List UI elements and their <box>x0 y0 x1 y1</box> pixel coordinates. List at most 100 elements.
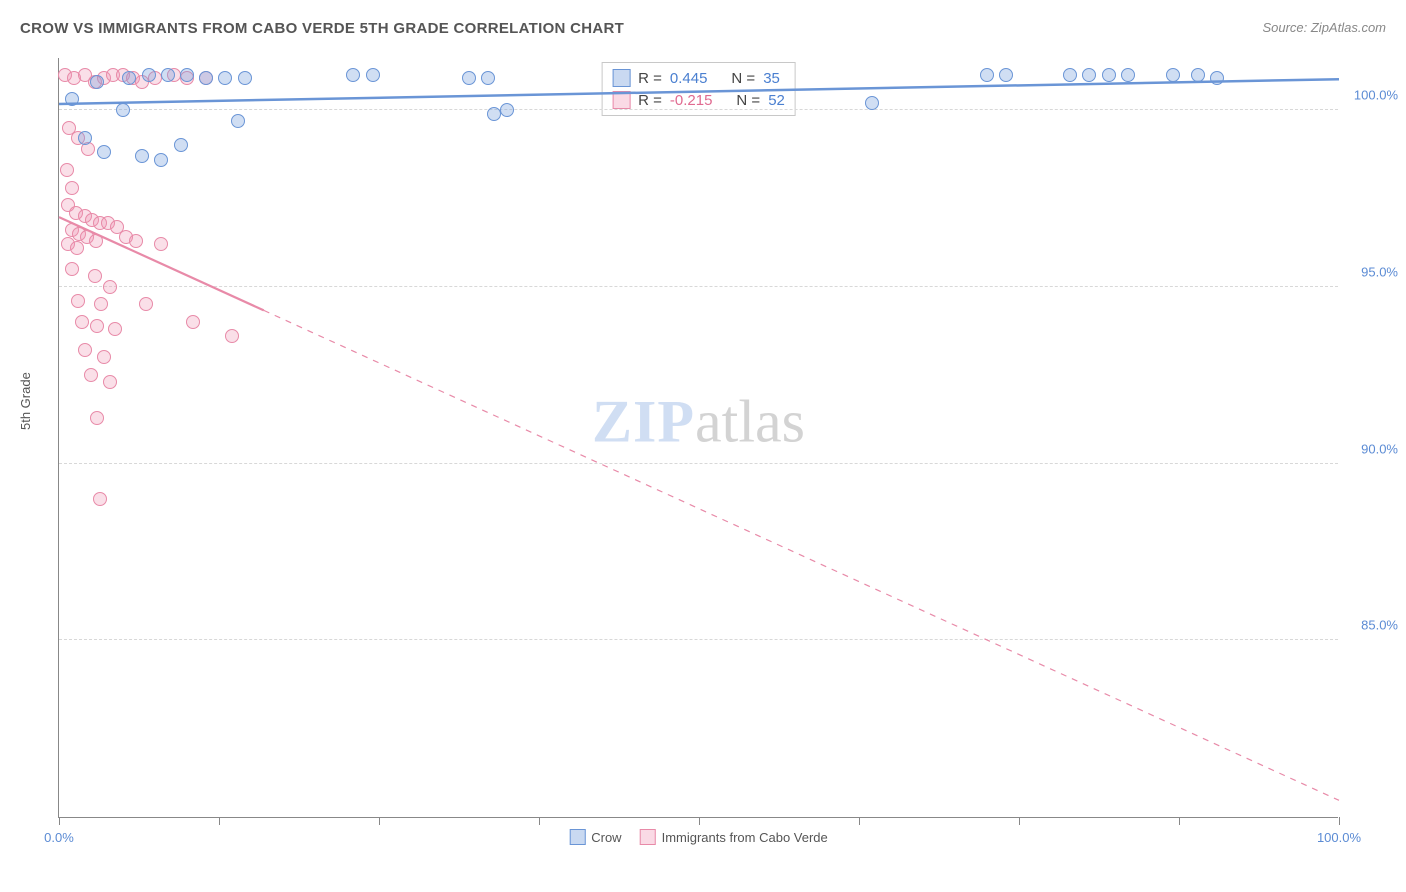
y-tick-label: 85.0% <box>1361 618 1398 633</box>
data-point-crow <box>180 68 194 82</box>
swatch-cabo-icon <box>612 91 630 109</box>
y-axis-label: 5th Grade <box>18 372 33 430</box>
data-point-cabo <box>90 411 104 425</box>
data-point-crow <box>116 103 130 117</box>
data-point-cabo <box>65 181 79 195</box>
n-value-crow: 35 <box>763 70 780 87</box>
data-point-cabo <box>60 163 74 177</box>
x-tick <box>539 817 540 825</box>
data-point-crow <box>231 114 245 128</box>
source-attribution: Source: ZipAtlas.com <box>1262 20 1386 35</box>
data-point-crow <box>122 71 136 85</box>
x-tick <box>699 817 700 825</box>
gridline <box>59 109 1338 110</box>
data-point-crow <box>346 68 360 82</box>
data-point-crow <box>174 138 188 152</box>
r-value-cabo: -0.215 <box>670 92 713 109</box>
data-point-crow <box>1166 68 1180 82</box>
chart-title: CROW VS IMMIGRANTS FROM CABO VERDE 5TH G… <box>20 20 1386 37</box>
data-point-cabo <box>71 294 85 308</box>
data-point-crow <box>1191 68 1205 82</box>
n-label: N = <box>731 70 755 87</box>
data-point-crow <box>487 107 501 121</box>
data-point-crow <box>500 103 514 117</box>
data-point-cabo <box>225 329 239 343</box>
data-point-crow <box>238 71 252 85</box>
data-point-cabo <box>108 322 122 336</box>
chart-legend: Crow Immigrants from Cabo Verde <box>569 829 828 845</box>
data-point-crow <box>1121 68 1135 82</box>
data-point-crow <box>1063 68 1077 82</box>
data-point-crow <box>78 131 92 145</box>
trend-line <box>59 58 1339 818</box>
x-tick <box>219 817 220 825</box>
legend-swatch-cabo-icon <box>640 829 656 845</box>
data-point-crow <box>462 71 476 85</box>
data-point-crow <box>135 149 149 163</box>
gridline <box>59 286 1338 287</box>
n-label: N = <box>736 92 760 109</box>
data-point-cabo <box>103 280 117 294</box>
data-point-cabo <box>103 375 117 389</box>
x-tick-label: 0.0% <box>44 830 74 845</box>
data-point-crow <box>218 71 232 85</box>
data-point-crow <box>1210 71 1224 85</box>
data-point-cabo <box>84 368 98 382</box>
data-point-crow <box>90 75 104 89</box>
data-point-cabo <box>78 343 92 357</box>
r-value-crow: 0.445 <box>670 70 708 87</box>
x-tick <box>1019 817 1020 825</box>
scatter-chart: ZIPatlas R = 0.445 N = 35 R = -0.215 N =… <box>58 58 1338 818</box>
data-point-crow <box>154 153 168 167</box>
x-tick <box>859 817 860 825</box>
data-point-cabo <box>186 315 200 329</box>
data-point-crow <box>97 145 111 159</box>
data-point-cabo <box>154 237 168 251</box>
data-point-crow <box>865 96 879 110</box>
trend-line <box>59 58 1339 818</box>
gridline <box>59 463 1338 464</box>
legend-item-cabo: Immigrants from Cabo Verde <box>640 829 828 845</box>
x-tick-label: 100.0% <box>1317 830 1361 845</box>
y-tick-label: 95.0% <box>1361 264 1398 279</box>
r-label: R = <box>638 70 662 87</box>
watermark-atlas: atlas <box>695 389 805 455</box>
data-point-crow <box>1082 68 1096 82</box>
data-point-crow <box>999 68 1013 82</box>
correlation-stats-box: R = 0.445 N = 35 R = -0.215 N = 52 <box>601 62 796 116</box>
data-point-cabo <box>70 241 84 255</box>
legend-item-crow: Crow <box>569 829 621 845</box>
data-point-cabo <box>93 492 107 506</box>
chart-header: CROW VS IMMIGRANTS FROM CABO VERDE 5TH G… <box>20 20 1386 50</box>
watermark-zip: ZIP <box>592 389 695 455</box>
r-label: R = <box>638 92 662 109</box>
x-tick <box>1179 817 1180 825</box>
data-point-crow <box>199 71 213 85</box>
data-point-crow <box>481 71 495 85</box>
y-tick-label: 100.0% <box>1354 88 1398 103</box>
data-point-crow <box>161 68 175 82</box>
data-point-crow <box>1102 68 1116 82</box>
data-point-crow <box>65 92 79 106</box>
stats-row-crow: R = 0.445 N = 35 <box>612 67 785 89</box>
legend-label-cabo: Immigrants from Cabo Verde <box>662 830 828 845</box>
data-point-crow <box>366 68 380 82</box>
n-value-cabo: 52 <box>768 92 785 109</box>
data-point-cabo <box>90 319 104 333</box>
data-point-cabo <box>139 297 153 311</box>
data-point-cabo <box>97 350 111 364</box>
x-tick <box>1339 817 1340 825</box>
data-point-cabo <box>65 262 79 276</box>
stats-row-cabo: R = -0.215 N = 52 <box>612 89 785 111</box>
gridline <box>59 639 1338 640</box>
data-point-cabo <box>129 234 143 248</box>
data-point-cabo <box>88 269 102 283</box>
data-point-crow <box>980 68 994 82</box>
y-tick-label: 90.0% <box>1361 441 1398 456</box>
swatch-crow-icon <box>612 69 630 87</box>
legend-swatch-crow-icon <box>569 829 585 845</box>
data-point-cabo <box>89 234 103 248</box>
watermark: ZIPatlas <box>592 388 805 457</box>
x-tick <box>379 817 380 825</box>
data-point-crow <box>142 68 156 82</box>
